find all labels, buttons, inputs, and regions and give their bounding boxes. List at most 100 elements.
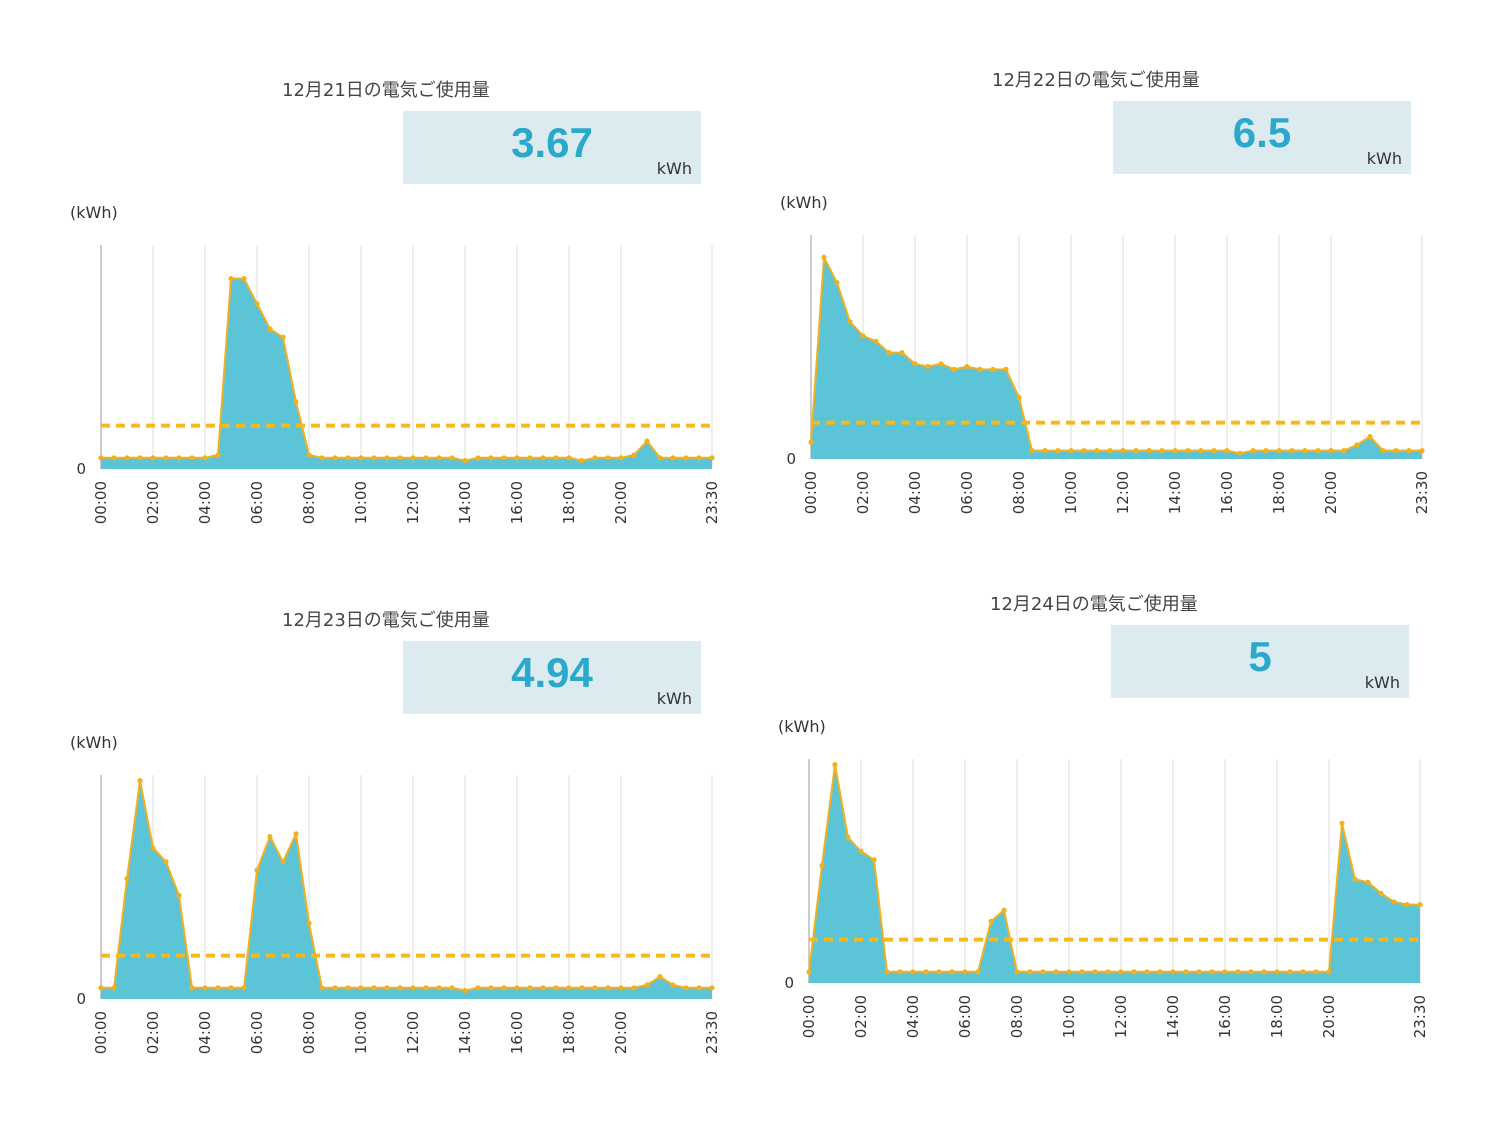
y-axis-unit-label: (kWh) bbox=[70, 733, 118, 752]
data-point bbox=[657, 974, 663, 980]
data-point bbox=[553, 985, 559, 991]
data-point bbox=[964, 364, 970, 370]
data-point bbox=[1092, 969, 1098, 975]
chart-panel-dec22: 12月22日の電気ご使用量 6.5 kWh (kWh) 0 00:00 02:00 0… bbox=[780, 60, 1480, 560]
x-tick-label: 04:00 bbox=[196, 1011, 214, 1054]
data-point bbox=[1341, 448, 1347, 454]
data-point bbox=[1391, 899, 1397, 905]
data-point bbox=[860, 333, 866, 339]
data-point bbox=[819, 862, 825, 868]
data-point bbox=[540, 455, 546, 461]
data-point bbox=[1016, 394, 1022, 400]
data-point bbox=[1393, 448, 1399, 454]
data-point bbox=[384, 455, 390, 461]
data-point bbox=[540, 985, 546, 991]
data-point bbox=[319, 455, 325, 461]
x-tick-label: 20:00 bbox=[1322, 471, 1340, 514]
data-point bbox=[98, 455, 104, 461]
data-point bbox=[579, 985, 585, 991]
x-tick-label: 16:00 bbox=[508, 481, 526, 524]
x-tick-label: 12:00 bbox=[1114, 471, 1132, 514]
data-point bbox=[280, 859, 286, 865]
usage-series-line bbox=[101, 780, 712, 992]
data-point bbox=[514, 455, 520, 461]
panel-title: 12月24日の電気ご使用量 bbox=[990, 594, 1198, 615]
data-point bbox=[605, 455, 611, 461]
data-point bbox=[1055, 448, 1061, 454]
data-point bbox=[657, 455, 663, 461]
data-point bbox=[293, 831, 299, 837]
data-point bbox=[202, 455, 208, 461]
data-point bbox=[1053, 969, 1059, 975]
data-point bbox=[514, 985, 520, 991]
data-point bbox=[98, 985, 104, 991]
data-point bbox=[592, 985, 598, 991]
total-usage-value: 5 bbox=[1248, 633, 1272, 680]
data-point bbox=[345, 985, 351, 991]
data-point bbox=[358, 985, 364, 991]
usage-area bbox=[101, 780, 712, 999]
x-tick-label: 08:00 bbox=[1010, 471, 1028, 514]
x-tick-label: 18:00 bbox=[560, 481, 578, 524]
data-point bbox=[1079, 969, 1085, 975]
data-point bbox=[1198, 448, 1204, 454]
data-point bbox=[962, 969, 968, 975]
data-point bbox=[696, 455, 702, 461]
data-point bbox=[280, 334, 286, 340]
data-point bbox=[1248, 969, 1254, 975]
data-point bbox=[1170, 969, 1176, 975]
data-point bbox=[150, 455, 156, 461]
data-point bbox=[975, 969, 981, 975]
data-point bbox=[1224, 448, 1230, 454]
data-point bbox=[709, 455, 715, 461]
x-tick-label: 06:00 bbox=[248, 1011, 266, 1054]
data-point bbox=[449, 985, 455, 991]
total-usage-box: 3.67 kWh bbox=[403, 111, 701, 184]
data-point bbox=[1419, 448, 1425, 454]
x-tick-label: 23:30 bbox=[703, 481, 721, 524]
x-tick-label: 12:00 bbox=[404, 481, 422, 524]
data-point bbox=[847, 319, 853, 325]
data-point bbox=[832, 762, 838, 768]
y-zero-label: 0 bbox=[76, 990, 86, 1008]
data-point bbox=[384, 985, 390, 991]
data-point bbox=[1029, 448, 1035, 454]
data-point bbox=[1378, 890, 1384, 896]
data-point bbox=[871, 857, 877, 863]
panel-title: 12月22日の電気ご使用量 bbox=[992, 70, 1200, 91]
data-point bbox=[124, 876, 130, 882]
data-point bbox=[397, 455, 403, 461]
data-point bbox=[683, 985, 689, 991]
data-point bbox=[1183, 969, 1189, 975]
data-point bbox=[1326, 969, 1332, 975]
total-usage-value: 6.5 bbox=[1232, 109, 1292, 156]
y-zero-label: 0 bbox=[76, 460, 86, 478]
data-point bbox=[1289, 448, 1295, 454]
x-tick-label: 12:00 bbox=[404, 1011, 422, 1054]
data-point bbox=[423, 985, 429, 991]
data-point bbox=[1354, 442, 1360, 448]
data-point bbox=[834, 280, 840, 286]
data-point bbox=[267, 834, 273, 840]
data-point bbox=[618, 985, 624, 991]
data-point bbox=[254, 301, 260, 307]
chart-panel-dec24: 12月24日の電気ご使用量 5 kWh (kWh) 0 00:00 02:00 04:… bbox=[778, 584, 1478, 1084]
total-usage-value: 4.94 bbox=[511, 649, 593, 696]
data-point bbox=[821, 254, 827, 260]
x-tick-label: 23:30 bbox=[703, 1011, 721, 1054]
x-tick-label: 06:00 bbox=[958, 471, 976, 514]
usage-area-chart: 0 00:00 02:00 04:00 06:00 08:00 10:00 12:00 14:0… bbox=[784, 759, 1429, 1038]
data-point bbox=[899, 350, 905, 356]
x-tick-label: 04:00 bbox=[906, 471, 924, 514]
data-point bbox=[1159, 448, 1165, 454]
data-point bbox=[1352, 876, 1358, 882]
data-point bbox=[228, 985, 234, 991]
x-tick-label: 02:00 bbox=[854, 471, 872, 514]
data-point bbox=[897, 969, 903, 975]
data-point bbox=[806, 969, 812, 975]
data-point bbox=[1302, 448, 1308, 454]
data-point bbox=[886, 350, 892, 356]
total-usage-value: 3.67 bbox=[511, 119, 593, 166]
data-point bbox=[1131, 969, 1137, 975]
usage-area-chart: 0 00:00 02:00 04:00 06:00 08:00 10:00 12:00 14:0… bbox=[786, 235, 1431, 514]
